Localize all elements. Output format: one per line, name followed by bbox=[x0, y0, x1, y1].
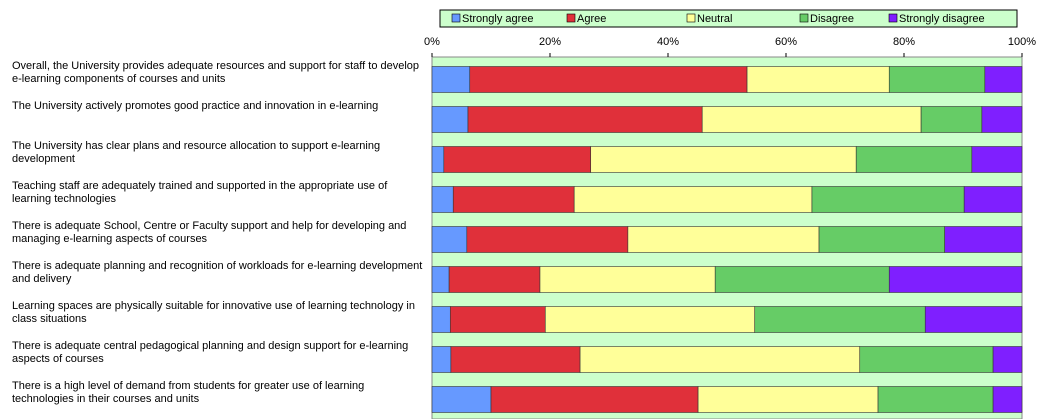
legend-swatch bbox=[686, 13, 696, 23]
bar-segment bbox=[984, 66, 1023, 93]
legend-swatch bbox=[451, 13, 461, 23]
bar-segment bbox=[579, 346, 861, 373]
bar-segment bbox=[539, 266, 716, 293]
bar-segment bbox=[452, 186, 575, 213]
category-label: Overall, the University provides adequat… bbox=[12, 59, 420, 85]
x-tick-label: 100% bbox=[1008, 36, 1036, 48]
bar-segment bbox=[818, 226, 946, 253]
bar-segment bbox=[431, 346, 452, 373]
bar-segment bbox=[855, 146, 973, 173]
bar-segment bbox=[971, 146, 1023, 173]
bar-segment bbox=[924, 306, 1023, 333]
bar-segment bbox=[449, 306, 546, 333]
bar-segment bbox=[431, 106, 469, 133]
legend-box bbox=[439, 9, 1018, 28]
bar-segment bbox=[469, 66, 748, 93]
bar-segment bbox=[544, 306, 756, 333]
bar-segment bbox=[992, 346, 1023, 373]
bar-segment bbox=[701, 106, 922, 133]
bar-segment bbox=[590, 146, 857, 173]
legend-label: Strongly agree bbox=[462, 13, 534, 25]
category-label: There is a high level of demand from stu… bbox=[12, 379, 365, 405]
bar-segment bbox=[467, 106, 703, 133]
legend-swatch bbox=[888, 13, 898, 23]
legend-label: Agree bbox=[577, 13, 606, 25]
legend-label: Strongly disagree bbox=[899, 13, 985, 25]
bar-segment bbox=[981, 106, 1023, 133]
bar-segment bbox=[466, 226, 629, 253]
x-tick-label: 20% bbox=[539, 36, 561, 48]
bar-segment bbox=[888, 66, 986, 93]
legend-swatch bbox=[799, 13, 809, 23]
category-label: There is adequate planning and recogniti… bbox=[12, 259, 423, 285]
x-tick-label: 0% bbox=[424, 36, 440, 48]
legend-label: Disagree bbox=[810, 13, 854, 25]
bar-segment bbox=[746, 66, 890, 93]
bar-segment bbox=[714, 266, 890, 293]
bar-segment bbox=[754, 306, 926, 333]
bar-segment bbox=[697, 386, 879, 413]
bar-segment bbox=[431, 266, 450, 293]
bar-segment bbox=[992, 386, 1023, 413]
bar-segment bbox=[431, 386, 492, 413]
bar-segment bbox=[888, 266, 1023, 293]
bar-segment bbox=[431, 146, 445, 173]
category-label: There is adequate School, Centre or Facu… bbox=[12, 219, 407, 245]
x-tick-label: 60% bbox=[775, 36, 797, 48]
x-tick-label: 40% bbox=[657, 36, 679, 48]
bar-segment bbox=[920, 106, 983, 133]
category-label: The University has clear plans and resou… bbox=[12, 139, 381, 165]
bar-segment bbox=[448, 266, 541, 293]
bar-segment bbox=[811, 186, 965, 213]
bar-segment bbox=[573, 186, 813, 213]
category-label: The University actively promotes good pr… bbox=[12, 99, 379, 112]
bar-segment bbox=[450, 346, 581, 373]
bar-segment bbox=[859, 346, 994, 373]
bar-segment bbox=[443, 146, 592, 173]
legend-swatch bbox=[566, 13, 576, 23]
bar-segment bbox=[490, 386, 699, 413]
bar-segment bbox=[627, 226, 820, 253]
bar-segment bbox=[431, 186, 454, 213]
category-label: Learning spaces are physically suitable … bbox=[12, 299, 415, 325]
bar-segment bbox=[963, 186, 1023, 213]
category-label: There is adequate central pedagogical pl… bbox=[12, 339, 409, 365]
bar-segment bbox=[431, 66, 471, 93]
bar-segment bbox=[877, 386, 994, 413]
category-label: Teaching staff are adequately trained an… bbox=[12, 179, 388, 205]
legend-label: Neutral bbox=[697, 13, 732, 25]
bar-segment bbox=[431, 226, 468, 253]
bar-segment bbox=[431, 306, 451, 333]
bar-segment bbox=[944, 226, 1023, 253]
x-tick-label: 80% bbox=[893, 36, 915, 48]
